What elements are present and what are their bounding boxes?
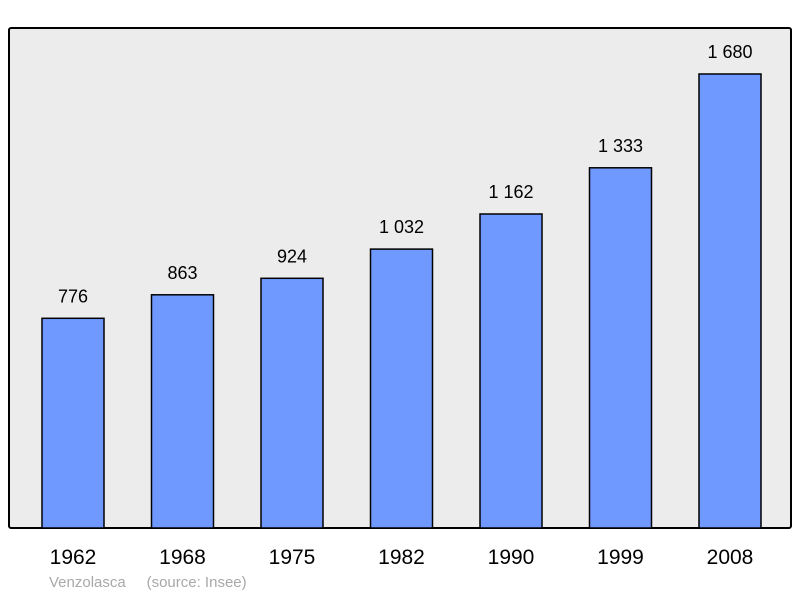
bar-1968 [150,294,215,529]
bars-group [41,73,762,529]
caption-place: Venzolasca [49,574,126,591]
chart-caption: Venzolasca (source: Insee) [49,574,247,591]
x-tick-label-1999: 1999 [597,546,644,569]
value-label-1968: 863 [167,263,197,283]
bar-1982 [369,248,434,529]
bar-2008 [698,73,762,529]
value-label-1999: 1 333 [598,136,643,156]
value-label-1982: 1 032 [379,217,424,237]
bar-1962 [41,317,105,529]
value-label-1975: 924 [277,246,307,266]
value-label-1962: 776 [58,286,88,306]
bar-1975 [260,277,324,529]
x-tick-label-2008: 2008 [707,546,754,569]
x-tick-label-1975: 1975 [269,546,316,569]
bar-1999 [588,167,653,529]
x-tick-label-1982: 1982 [378,546,425,569]
bar-1990 [479,213,543,529]
caption-source: (source: Insee) [146,574,247,591]
x-tick-labels-group: 1962 1968 1975 1982 1990 1999 2008 [50,546,754,569]
value-labels-group: 776 863 924 1 032 1 162 1 333 1 680 [58,42,753,306]
value-label-1990: 1 162 [488,182,533,202]
x-tick-label-1968: 1968 [159,546,206,569]
x-tick-label-1962: 1962 [50,546,97,569]
x-tick-label-1990: 1990 [488,546,535,569]
value-label-2008: 1 680 [707,42,752,62]
